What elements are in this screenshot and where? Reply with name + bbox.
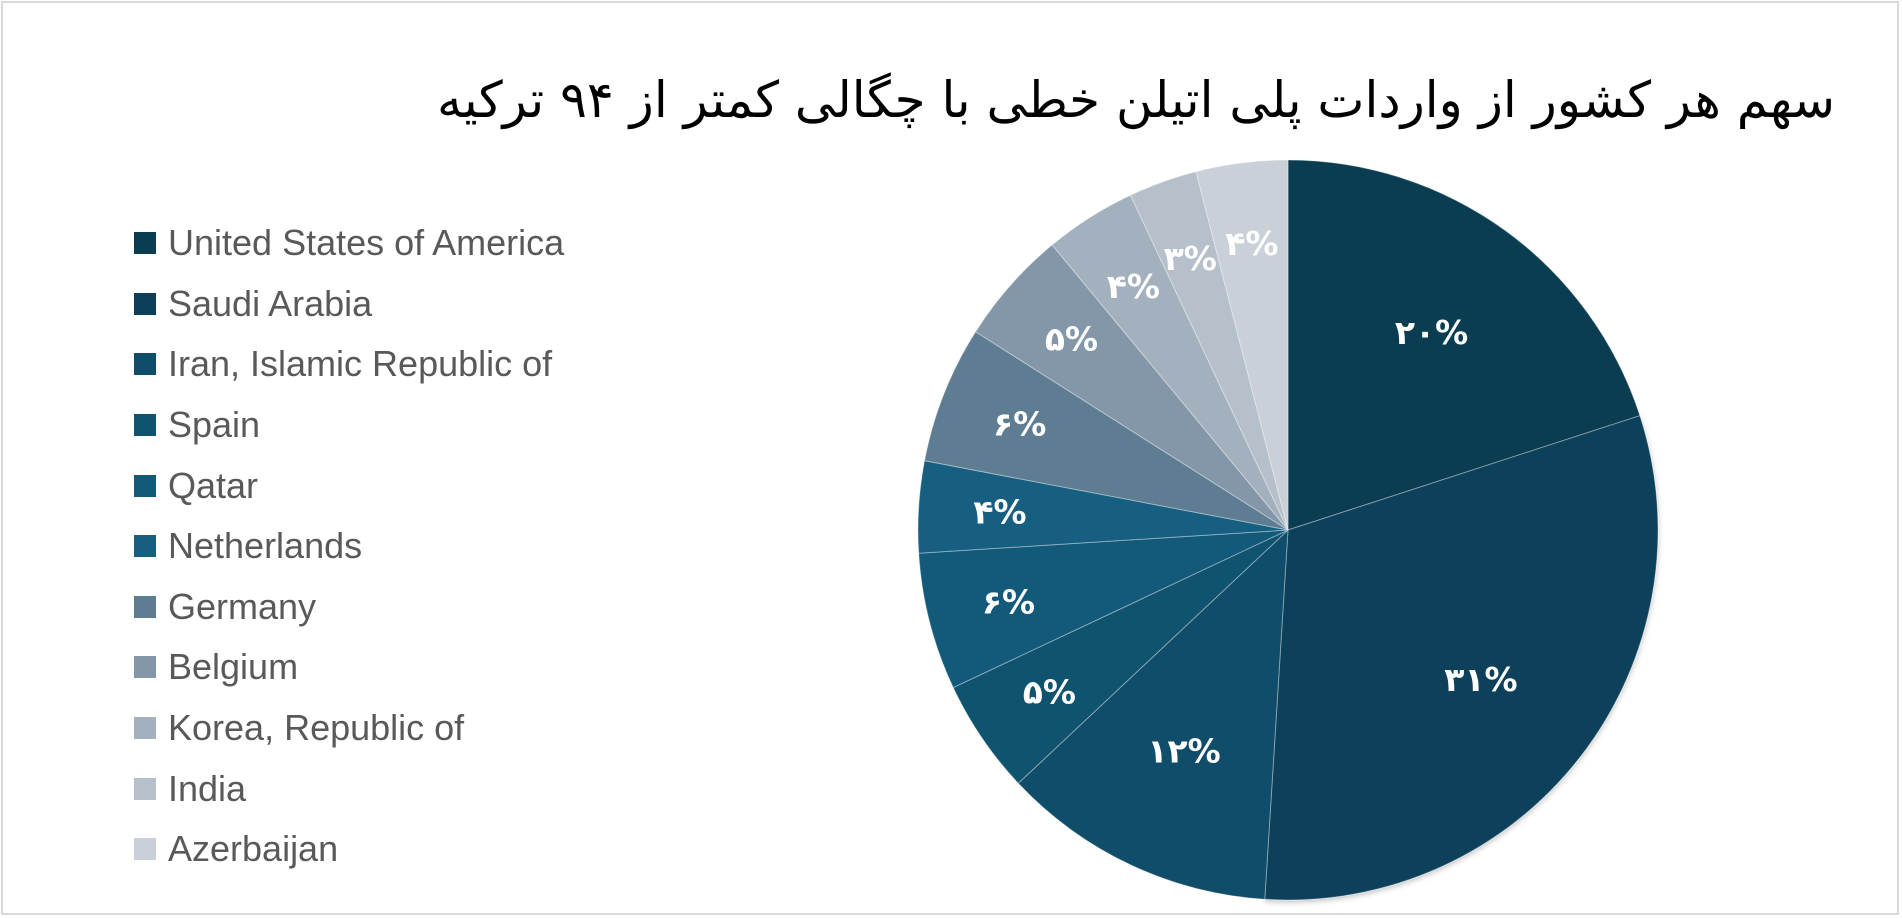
legend-item: Qatar: [134, 455, 564, 516]
legend-label: Azerbaijan: [168, 828, 339, 870]
legend-label: Spain: [168, 404, 261, 446]
legend-swatch: [134, 717, 156, 740]
slice-percent-label: ۴%: [973, 492, 1026, 531]
slice-percent-label: ۴%: [1225, 224, 1278, 263]
pie-slice: [918, 529, 1289, 689]
pie-slice: [952, 529, 1289, 784]
pie-slice: [1195, 159, 1289, 531]
legend-swatch: [134, 535, 156, 558]
legend-item: Belgium: [134, 637, 564, 698]
legend-swatch: [134, 414, 156, 437]
legend-swatch: [134, 292, 156, 315]
pie-slice: [1264, 415, 1659, 901]
legend-swatch: [134, 474, 156, 497]
legend-label: Netherlands: [168, 525, 363, 567]
slice-percent-label: ۱۲%: [1147, 731, 1220, 770]
legend-label: Germany: [168, 585, 317, 627]
legend-item: Netherlands: [134, 516, 564, 577]
slice-percent-label: ۵%: [1023, 673, 1076, 712]
pie-slice: [974, 244, 1289, 531]
legend-swatch: [134, 777, 156, 800]
legend-swatch: [134, 838, 156, 861]
legend-item: Germany: [134, 577, 564, 638]
slice-percent-label: ۴%: [1107, 267, 1160, 306]
legend: United States of America Saudi Arabia Iran…: [134, 213, 564, 880]
legend-label: United States of America: [168, 222, 565, 264]
legend-swatch: [134, 353, 156, 376]
legend-item: United States of America: [134, 213, 564, 274]
slice-percent-label: ۳۱%: [1444, 660, 1517, 699]
slice-percent-label: ۵%: [1045, 320, 1098, 359]
legend-swatch: [134, 656, 156, 679]
pie-slice: [917, 460, 1289, 554]
pie-slice: [1051, 194, 1289, 531]
slice-percent-label: ۶%: [993, 404, 1046, 443]
legend-item: Saudi Arabia: [134, 274, 564, 335]
pie-slice: [923, 331, 1289, 531]
legend-item: Korea, Republic of: [134, 698, 564, 759]
legend-label: Saudi Arabia: [168, 282, 373, 324]
legend-label: Belgium: [168, 646, 299, 688]
pie-slice: [1287, 159, 1641, 531]
legend-swatch: [134, 595, 156, 618]
legend-item: Iran, Islamic Republic of: [134, 334, 564, 395]
chart-title: سهم هر کشور از واردات پلی اتیلن خطی با چ…: [436, 71, 1835, 129]
legend-item: Azerbaijan: [134, 819, 564, 880]
legend-label: Korea, Republic of: [168, 707, 465, 749]
legend-item: India: [134, 758, 564, 819]
legend-label: India: [168, 767, 247, 809]
legend-label: Iran, Islamic Republic of: [168, 343, 553, 385]
slice-percent-label: ۲۰%: [1395, 313, 1468, 352]
pie-slice: [1129, 171, 1289, 531]
slice-percent-label: ۶%: [982, 582, 1035, 621]
legend-item: Spain: [134, 395, 564, 456]
legend-swatch: [134, 232, 156, 255]
slice-percent-label: ۳%: [1164, 239, 1217, 278]
pie-slice: [1017, 528, 1289, 900]
legend-label: Qatar: [168, 464, 259, 506]
